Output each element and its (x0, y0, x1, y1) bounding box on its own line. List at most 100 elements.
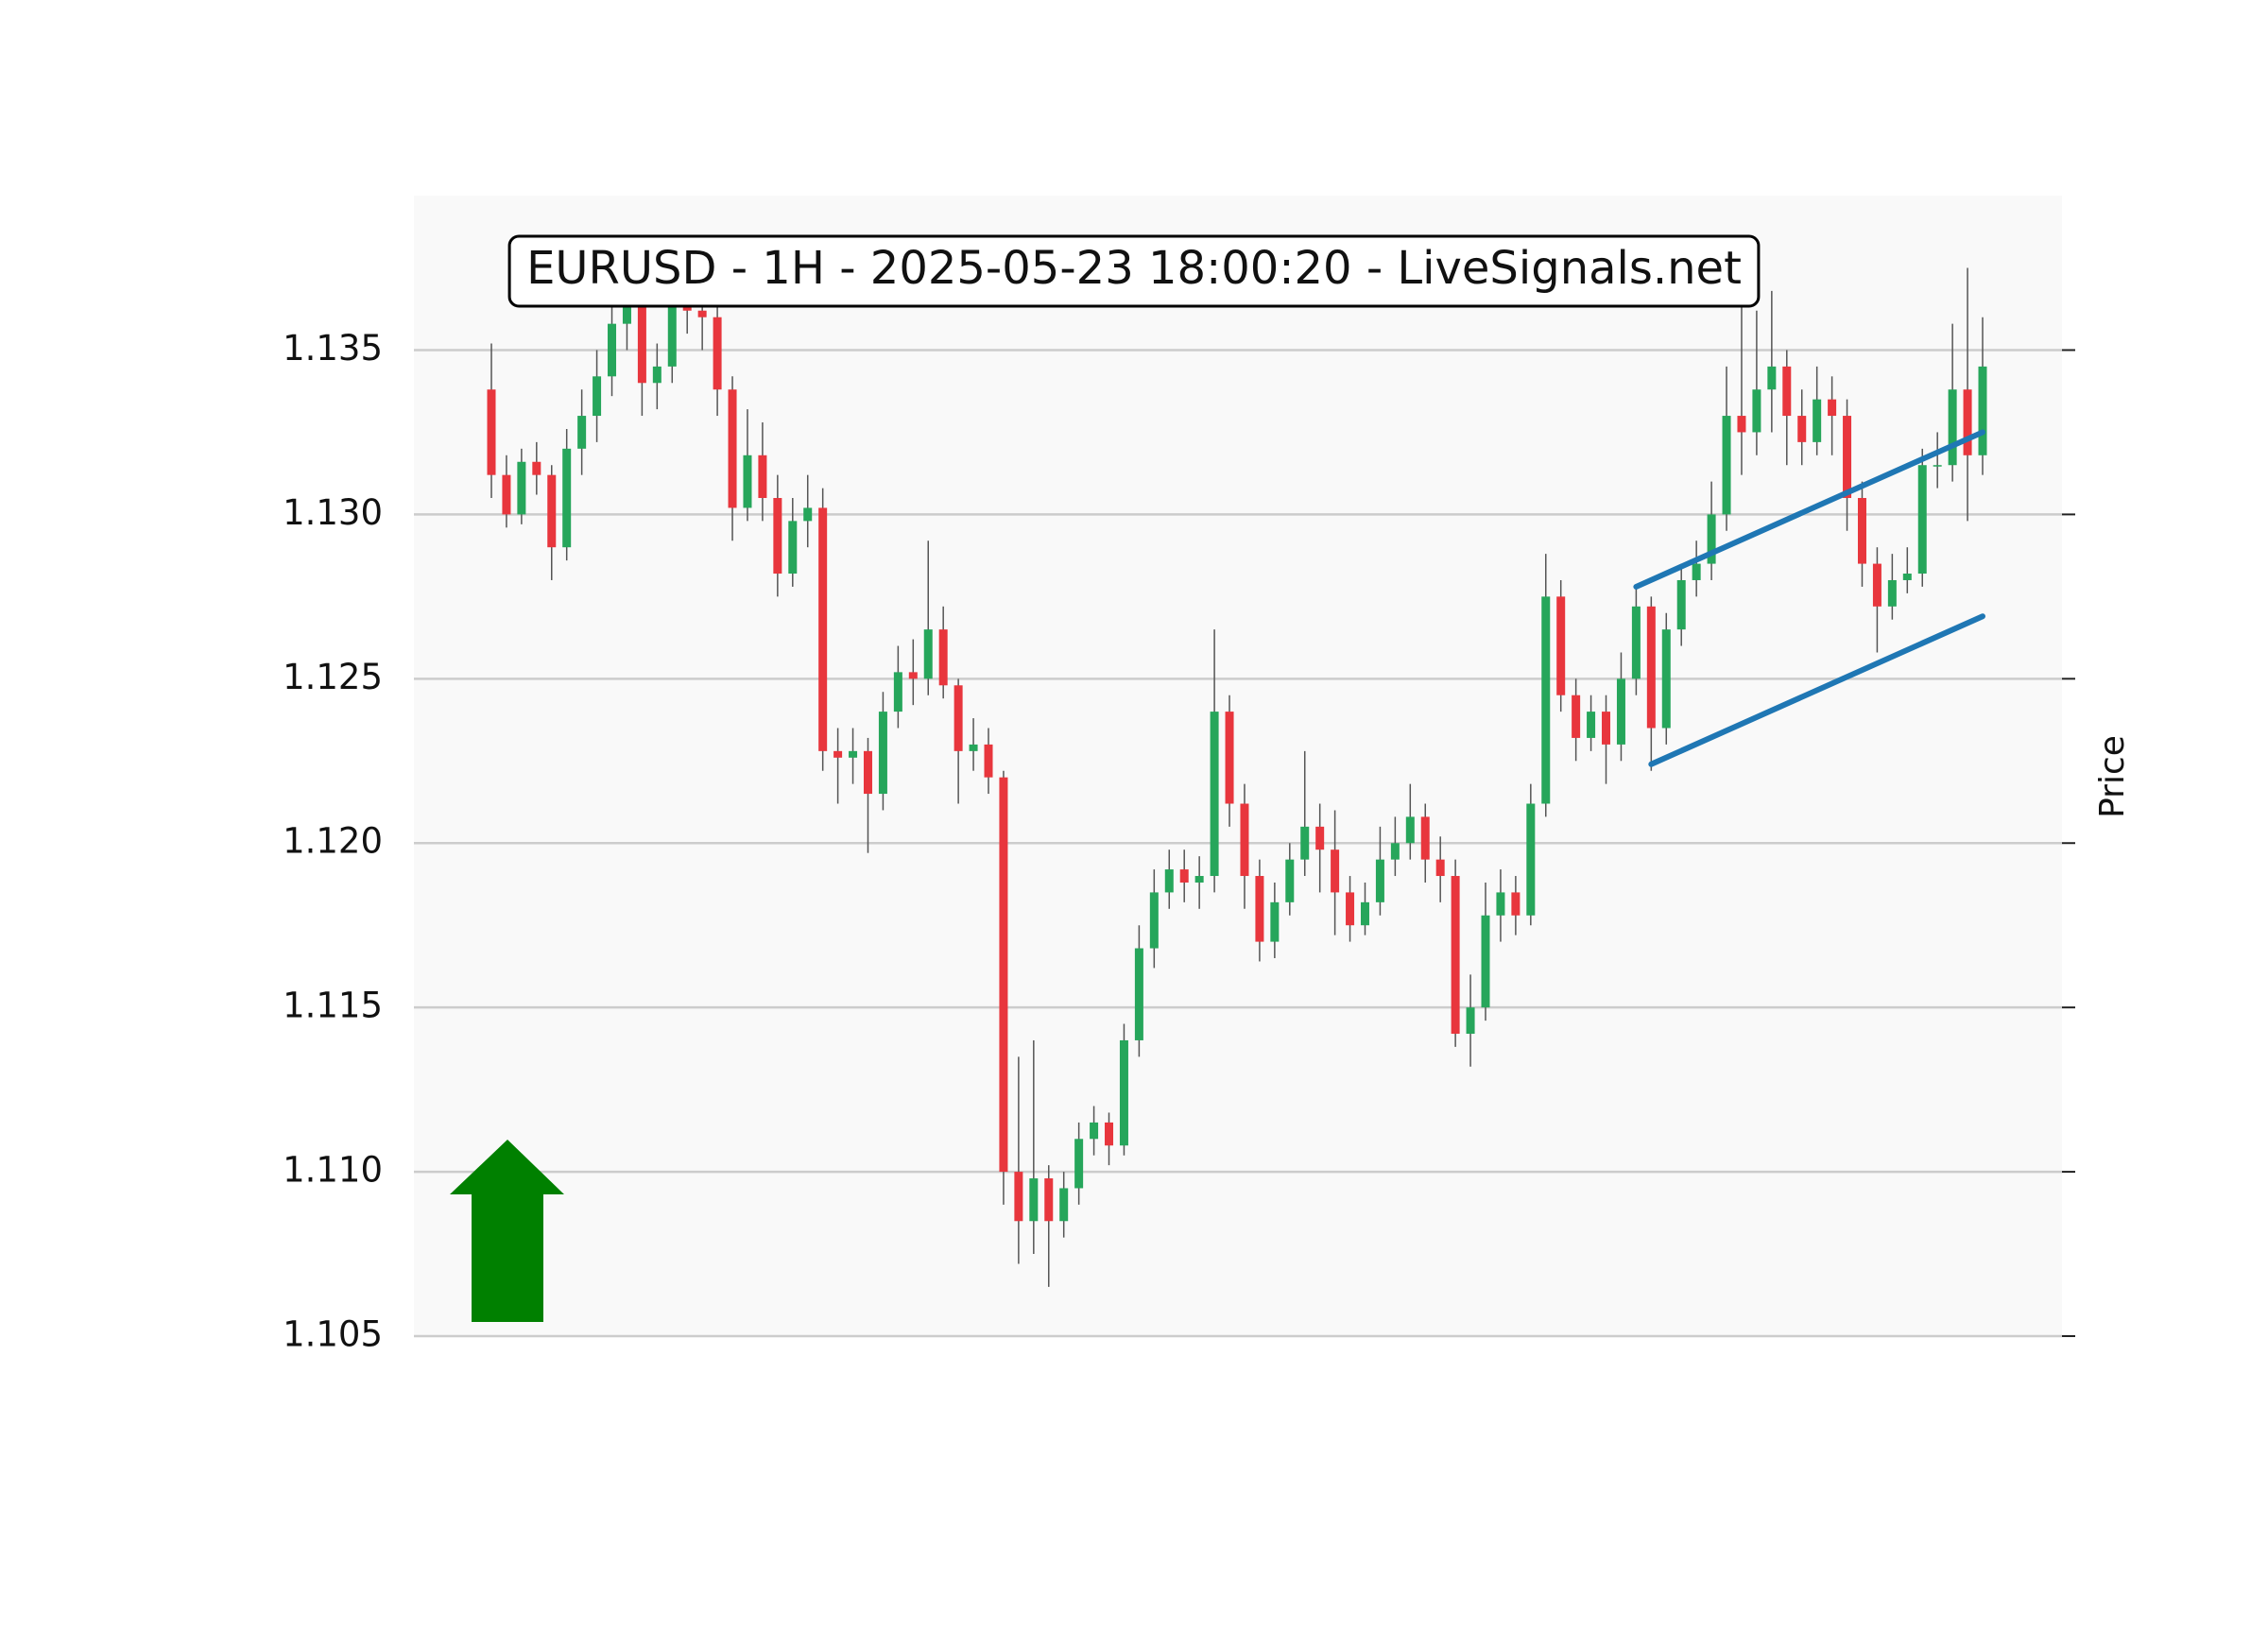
title-box (507, 234, 1761, 308)
candle-body (1346, 892, 1355, 926)
candle-body (1029, 1178, 1039, 1222)
candle-body (1240, 803, 1249, 877)
candle-body (1466, 1007, 1475, 1034)
candle-body (984, 744, 993, 778)
candle-body (1134, 948, 1143, 1040)
candle-body (1044, 1178, 1054, 1222)
candle-body (923, 629, 933, 679)
candle-body (532, 461, 541, 475)
candle-body (1616, 678, 1625, 745)
candle-body (1813, 399, 1822, 442)
candle-body (1331, 849, 1340, 893)
candle-body (1375, 859, 1384, 902)
candle-body (1963, 389, 1972, 455)
candle-body (954, 685, 963, 751)
candle-body (502, 474, 511, 515)
candle-body (1405, 816, 1415, 844)
candle-body (1481, 915, 1490, 1008)
y-tick-label: 1.105 (283, 1314, 383, 1355)
candle-body (517, 461, 526, 515)
candle-body (652, 366, 662, 384)
candle-body (1074, 1139, 1084, 1189)
candle-body (1707, 514, 1716, 564)
trend-line (1648, 613, 1985, 767)
candle-body (1225, 712, 1234, 804)
candle-body (1285, 859, 1295, 902)
candle-body (1661, 629, 1671, 729)
candle-body (1933, 465, 1942, 467)
candle-body (1782, 366, 1792, 417)
candle-body (743, 455, 752, 508)
y-tick-label: 1.120 (283, 821, 383, 862)
candle-body (593, 376, 602, 417)
grid: 1.105 1.110 1.115 1.120 1.125 1.130 1.135 (283, 328, 2075, 1355)
candle-body (1451, 876, 1460, 1034)
candle-body (547, 474, 557, 548)
candle-body (1164, 869, 1174, 893)
candle-body (773, 498, 782, 575)
candle-body (1737, 416, 1746, 433)
candle-body (1420, 816, 1430, 860)
chart-title: EURUSD - 1H - 2025-05-23 18:00:20 - Live… (526, 242, 1742, 295)
candle-body (1105, 1122, 1114, 1146)
y-tick-label: 1.135 (283, 328, 383, 369)
candle-body (1722, 416, 1731, 515)
candle-body (788, 521, 798, 575)
candle-body (1902, 574, 1912, 580)
candle-body (1556, 596, 1566, 695)
candle-body (1090, 1122, 1099, 1140)
candle-body (1752, 389, 1761, 433)
candle-body (1692, 563, 1701, 580)
candle-body (1315, 826, 1325, 850)
candle-body (697, 310, 707, 317)
candle-body (818, 507, 828, 751)
candle-body (562, 448, 572, 548)
candle-body (938, 629, 948, 686)
candle-body (1194, 876, 1204, 883)
candle-body (1390, 843, 1400, 860)
trend-lines (1633, 429, 1985, 767)
candle-body (608, 323, 617, 377)
candle-body (1526, 803, 1536, 916)
candle-body (893, 672, 902, 712)
candle-body (1646, 606, 1656, 729)
candles (487, 258, 1987, 1287)
candle-body (908, 672, 918, 679)
candle-body (1872, 563, 1881, 607)
candle-body (863, 750, 872, 795)
candle-body (1360, 901, 1369, 926)
trend-line (1633, 429, 1985, 590)
candle-body (667, 300, 677, 367)
candle-body (728, 389, 737, 508)
y-tick-label: 1.115 (283, 986, 383, 1026)
y-axis-label: Price (2093, 735, 2132, 818)
candle-body (1149, 892, 1159, 949)
candle-body (1179, 869, 1189, 883)
candle-body (803, 507, 813, 522)
candle-body (758, 455, 767, 499)
candle-body (1631, 606, 1641, 679)
candle-body (1676, 579, 1686, 630)
candle-body (1435, 859, 1445, 877)
candle-body (969, 744, 978, 751)
candle-body (1602, 712, 1611, 745)
candle-body (1014, 1172, 1023, 1222)
candle-body (1978, 366, 1987, 455)
signal-arrow (450, 1140, 564, 1322)
candle-body (1857, 498, 1866, 564)
candle-body (1828, 399, 1837, 417)
candle-body (1587, 712, 1596, 738)
candle-body (849, 750, 858, 758)
candle-body (878, 712, 887, 795)
candle-body (1572, 695, 1581, 738)
candle-body (1300, 826, 1310, 860)
candle-body (1059, 1188, 1069, 1222)
candle-body (487, 389, 496, 475)
candle-body (1797, 416, 1807, 442)
candle-body (1270, 901, 1280, 942)
candle-body (1496, 892, 1505, 916)
candle-body (637, 290, 646, 384)
candle-body (1541, 596, 1551, 804)
y-tick-label: 1.130 (283, 492, 383, 533)
